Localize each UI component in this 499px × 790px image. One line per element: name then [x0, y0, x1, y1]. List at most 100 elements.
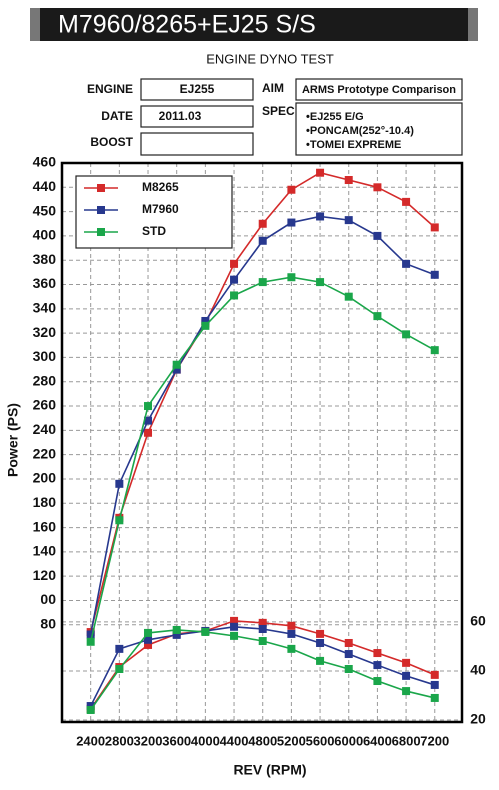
point	[258, 637, 267, 646]
info-value: 2011.03	[159, 109, 202, 123]
point	[402, 197, 411, 206]
point	[258, 219, 267, 228]
y2-tick-label: 40	[470, 662, 486, 678]
point	[373, 231, 382, 240]
point	[316, 278, 325, 287]
x-tick-label: 4800	[248, 733, 277, 748]
info-label: ENGINE	[87, 82, 133, 96]
legend-marker	[97, 228, 105, 236]
point	[86, 705, 95, 714]
point	[316, 638, 325, 647]
point	[430, 270, 439, 279]
x-tick-label: 6000	[334, 733, 363, 748]
point	[430, 693, 439, 702]
point	[402, 259, 411, 268]
point	[344, 216, 353, 225]
point	[144, 640, 153, 649]
point	[172, 625, 181, 634]
point	[316, 629, 325, 638]
x-tick-label: 4000	[191, 733, 220, 748]
point	[201, 316, 210, 325]
legend-label: M7960	[142, 202, 179, 216]
y-tick-label: 380	[33, 251, 57, 267]
y-tick-label: 360	[33, 275, 57, 291]
y-tick-label: 180	[33, 494, 57, 510]
subtitle: ENGINE DYNO TEST	[206, 51, 334, 66]
y-tick-label: 80	[40, 615, 56, 631]
y-tick-label: 200	[33, 470, 57, 486]
y-tick-label: 260	[33, 397, 57, 413]
legend-marker	[97, 184, 105, 192]
y-tick-label: 160	[33, 518, 57, 534]
point	[430, 680, 439, 689]
title: M7960/8265+EJ25 S/S	[58, 11, 316, 39]
point	[373, 312, 382, 321]
point	[402, 687, 411, 696]
legend-label: M8265	[142, 180, 179, 194]
point	[316, 168, 325, 177]
point	[373, 677, 382, 686]
x-tick-label: 3200	[134, 733, 163, 748]
point	[430, 223, 439, 232]
spec-line: •EJ255 E/G	[306, 111, 364, 123]
x-tick-label: 7200	[420, 733, 449, 748]
point	[86, 630, 95, 639]
point	[258, 236, 267, 245]
point	[373, 183, 382, 192]
point	[230, 259, 239, 268]
info-label: DATE	[101, 109, 133, 123]
point	[316, 212, 325, 221]
y-tick-label: 00	[40, 591, 56, 607]
point	[258, 624, 267, 633]
y-tick-label: 320	[33, 324, 57, 340]
point	[144, 402, 153, 411]
info-label: SPEC	[262, 104, 295, 118]
point	[115, 479, 124, 488]
point	[172, 360, 181, 369]
point	[201, 321, 210, 330]
y-tick-label: 440	[33, 178, 57, 194]
x-tick-label: 2800	[105, 733, 134, 748]
y-axis-label: Power (PS)	[5, 403, 21, 477]
info-box	[140, 105, 254, 128]
x-tick-label: 3600	[162, 733, 191, 748]
point	[144, 635, 153, 644]
point	[373, 661, 382, 670]
title-bar	[30, 8, 478, 41]
legend-label: STD	[142, 224, 166, 238]
point	[172, 630, 181, 639]
point	[287, 273, 296, 282]
spec-line: •TOMEI EXPREME	[306, 139, 401, 151]
point	[258, 618, 267, 627]
y-tick-label: 140	[33, 543, 57, 559]
point	[230, 616, 239, 625]
point	[287, 621, 296, 630]
y-tick-label: 450	[33, 202, 57, 218]
point	[287, 629, 296, 638]
point	[287, 644, 296, 653]
y-tick-label: 300	[33, 348, 57, 364]
point	[287, 218, 296, 227]
point	[402, 330, 411, 339]
y2-tick-label: 20	[470, 711, 486, 727]
point	[258, 278, 267, 287]
point	[230, 631, 239, 640]
point	[230, 622, 239, 631]
y-tick-label: 240	[33, 421, 57, 437]
point	[144, 428, 153, 437]
info-box	[140, 132, 254, 156]
y-tick-label: 220	[33, 445, 57, 461]
point	[115, 516, 124, 525]
title-bar-end	[468, 8, 478, 41]
y-tick-label: 280	[33, 372, 57, 388]
info-label: AIM	[262, 81, 284, 95]
x-tick-label: 6400	[363, 733, 392, 748]
info-value: ARMS Prototype Comparison	[302, 84, 456, 96]
point	[344, 292, 353, 301]
point	[430, 346, 439, 355]
point	[402, 658, 411, 667]
point	[115, 664, 124, 673]
info-box	[140, 78, 254, 101]
point	[144, 416, 153, 425]
